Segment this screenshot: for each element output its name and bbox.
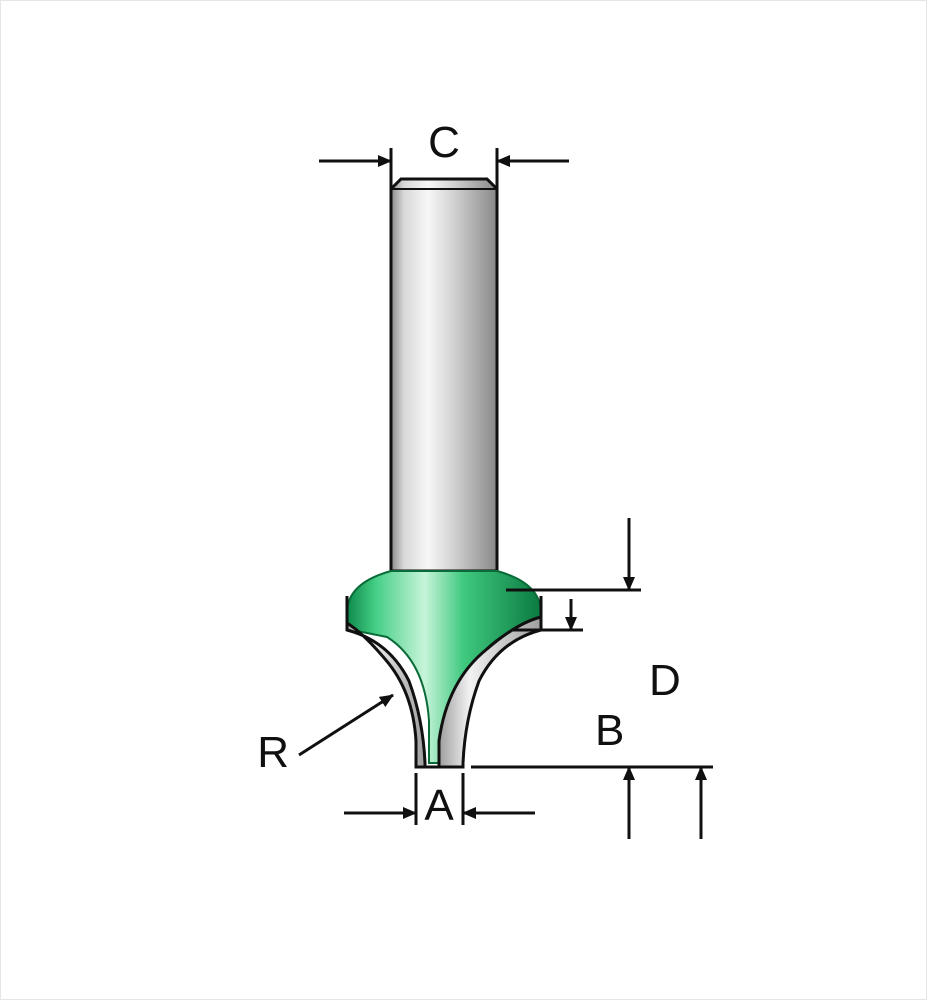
dimension-D: D — [471, 518, 713, 839]
dimension-A: A — [344, 773, 535, 830]
diagram-container: C D B A R — [0, 0, 927, 1000]
label-A: A — [424, 781, 454, 830]
label-B: B — [595, 706, 624, 755]
router-bit-diagram: C D B A R — [1, 1, 927, 1001]
label-D: D — [649, 656, 681, 705]
label-C: C — [428, 118, 460, 167]
dimension-B: B — [513, 599, 701, 839]
label-R: R — [257, 728, 289, 777]
dimension-R: R — [257, 695, 393, 777]
shank — [391, 179, 497, 571]
